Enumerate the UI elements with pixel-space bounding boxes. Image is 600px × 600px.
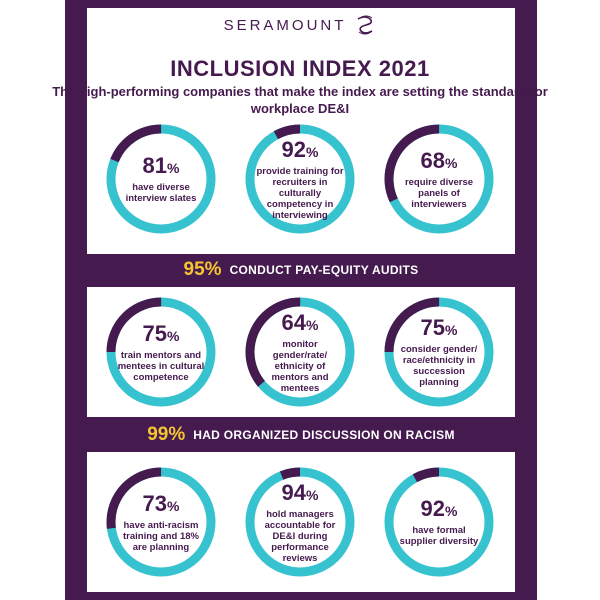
stat-description: hold managers accountable for DE&I durin… — [264, 508, 336, 564]
stat-description: require diverse panels of interviewers — [404, 176, 474, 210]
panel-middle — [87, 287, 515, 417]
stat-description: train mentors and mentees in cultural co… — [117, 349, 205, 383]
progress-ring-icon — [384, 467, 494, 577]
stat-description: have formal supplier diversity — [399, 525, 479, 547]
stat-description: monitor gender/rate/ ethnicity of mentor… — [271, 338, 329, 394]
stat-ring: 75% consider gender/ race/ethnicity in s… — [382, 295, 496, 409]
stat-percent: 92% — [420, 496, 458, 521]
stat-ring: 94% hold managers accountable for DE&I d… — [243, 465, 357, 579]
stat-ring: 75% train mentors and mentees in cultura… — [104, 295, 218, 409]
page-subtitle: The high-performing companies that make … — [52, 84, 548, 116]
stat-percent: 73% — [142, 490, 180, 516]
stat-ring: 92% provide training for recruiters in c… — [243, 122, 357, 236]
progress-ring-icon — [106, 297, 216, 407]
progress-ring-icon — [384, 297, 494, 407]
stat-ring: 73% have anti-racism training and 18% ar… — [104, 465, 218, 579]
stat-percent: 64% — [281, 309, 319, 335]
ring-remainder — [384, 124, 494, 234]
stat-ring: 64% monitor gender/rate/ ethnicity of me… — [243, 295, 357, 409]
ring-remainder — [245, 467, 355, 577]
stat-description: have anti-racism training and 18% are pl… — [122, 519, 199, 553]
progress-ring-icon — [245, 467, 355, 577]
ring-remainder — [384, 467, 494, 577]
progress-ring-icon — [384, 124, 494, 234]
stat-percent: 81% — [142, 153, 180, 178]
seramount-wave-icon — [358, 15, 373, 35]
stat-ring: 81% have diverse interview slates — [104, 122, 218, 236]
ring-remainder — [106, 297, 216, 407]
banner-text: CONDUCT PAY-EQUITY AUDITS — [229, 263, 419, 277]
banner-percent: 95% — [183, 259, 222, 280]
stat-ring: 68% require diverse panels of interviewe… — [382, 122, 496, 236]
stat-description: provide training for recruiters in cultu… — [256, 165, 344, 221]
brand-logo: SERAMOUNT — [0, 14, 600, 36]
progress-ring-icon — [245, 297, 355, 407]
progress-ring-icon — [106, 467, 216, 577]
stat-percent: 75% — [142, 320, 180, 346]
page-title: INCLUSION INDEX 2021 — [170, 56, 430, 81]
progress-ring-icon — [245, 124, 355, 234]
stat-ring: 92% have formal supplier diversity — [382, 465, 496, 579]
stat-description: have diverse interview slates — [125, 182, 197, 204]
ring-remainder — [384, 297, 494, 407]
progress-ring-icon — [106, 124, 216, 234]
stat-percent: 92% — [281, 136, 319, 162]
banner-text: HAD ORGANIZED DISCUSSION ON RACISM — [193, 428, 455, 442]
stat-percent: 68% — [420, 147, 458, 173]
banner-racism-discussion: 99% HAD ORGANIZED DISCUSSION ON RACISM — [65, 420, 537, 450]
banner-percent: 99% — [147, 424, 186, 445]
ring-remainder — [245, 124, 355, 234]
stat-description: consider gender/ race/ethnicity in succe… — [400, 344, 478, 388]
stat-percent: 75% — [420, 315, 458, 340]
brand-name: SERAMOUNT — [223, 16, 347, 34]
stat-percent: 94% — [281, 479, 319, 505]
banner-pay-equity: 95% CONDUCT PAY-EQUITY AUDITS — [65, 255, 537, 285]
ring-remainder — [106, 124, 216, 234]
